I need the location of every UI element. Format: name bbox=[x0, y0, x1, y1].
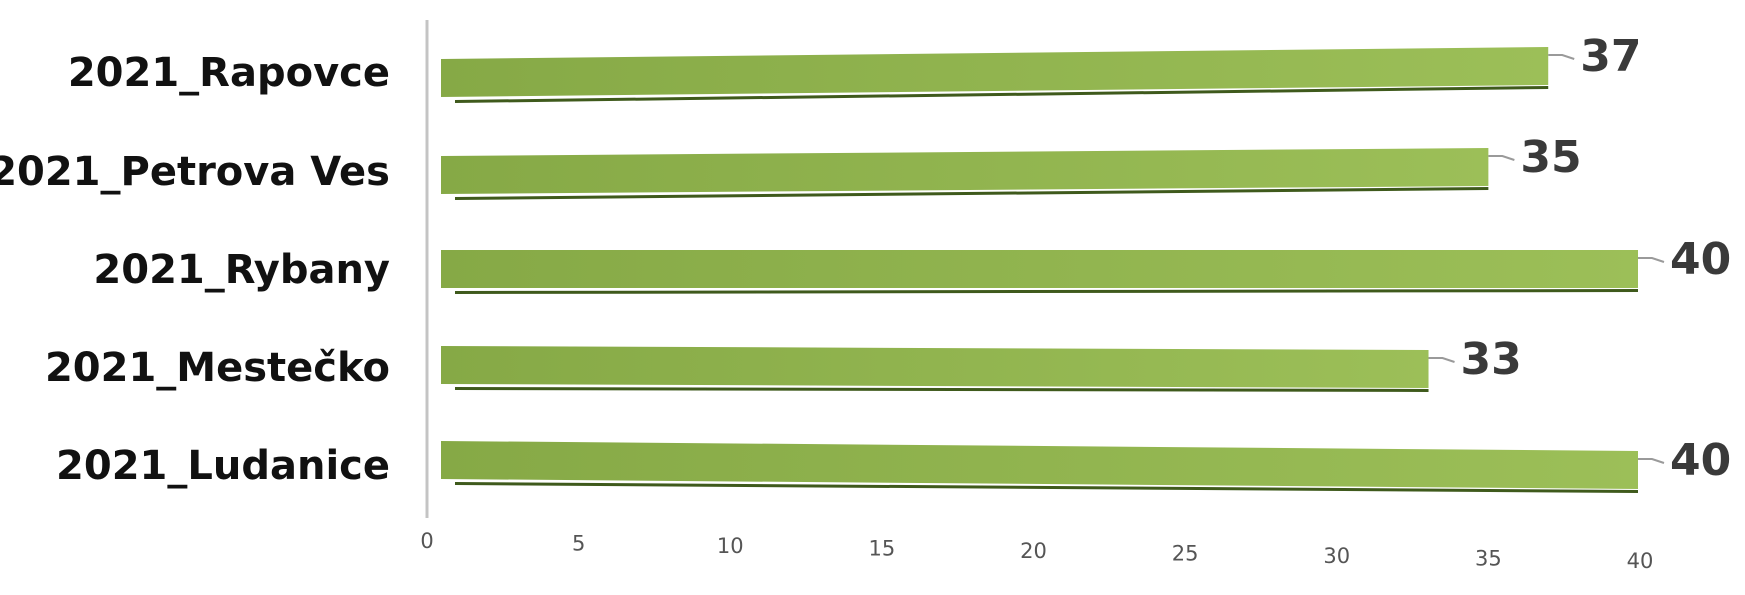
category-label: 2021_Mestečko bbox=[45, 345, 390, 391]
value-label: 40 bbox=[1670, 234, 1731, 285]
bar-shadow bbox=[455, 86, 1549, 103]
bar bbox=[441, 441, 1638, 489]
x-tick-label: 40 bbox=[1627, 549, 1654, 573]
bar bbox=[441, 346, 1429, 388]
bar-shadow bbox=[455, 482, 1638, 493]
leader-line bbox=[1428, 357, 1455, 363]
x-tick-label: 15 bbox=[869, 537, 896, 561]
x-tick-label: 5 bbox=[572, 532, 585, 556]
bar-shadow bbox=[455, 289, 1638, 294]
x-tick-label: 20 bbox=[1020, 539, 1047, 563]
category-label: 2021_Rapovce bbox=[68, 50, 390, 96]
value-label: 37 bbox=[1580, 31, 1641, 82]
category-label: 2021_Petrova Ves bbox=[0, 149, 390, 195]
bar-shadow bbox=[455, 387, 1429, 392]
x-tick-label: 0 bbox=[420, 529, 433, 553]
x-tick-label: 10 bbox=[717, 534, 744, 558]
leader-line bbox=[1488, 155, 1515, 161]
bars-layer bbox=[441, 47, 1638, 493]
value-labels: 37 35 40 33 40 bbox=[1428, 31, 1731, 486]
value-label: 40 bbox=[1670, 435, 1731, 486]
value-label: 33 bbox=[1461, 334, 1522, 385]
x-tick-label: 30 bbox=[1323, 544, 1350, 568]
category-label: 2021_Rybany bbox=[93, 247, 390, 293]
bar bbox=[441, 250, 1638, 288]
category-label: 2021_Ludanice bbox=[56, 443, 390, 489]
bar bbox=[441, 47, 1549, 97]
leader-line bbox=[1548, 54, 1575, 60]
x-axis-ticks: 0 5 10 15 20 25 30 35 40 bbox=[420, 529, 1653, 573]
x-tick-label: 25 bbox=[1172, 542, 1199, 566]
leader-line bbox=[1638, 257, 1665, 263]
bar bbox=[441, 148, 1489, 194]
x-tick-label: 35 bbox=[1475, 547, 1502, 571]
value-label: 35 bbox=[1520, 132, 1581, 183]
category-labels: 2021_Rapovce 2021_Petrova Ves 2021_Rybany 2… bbox=[0, 50, 390, 489]
bar-shadow bbox=[455, 187, 1489, 200]
leader-line bbox=[1638, 458, 1665, 464]
